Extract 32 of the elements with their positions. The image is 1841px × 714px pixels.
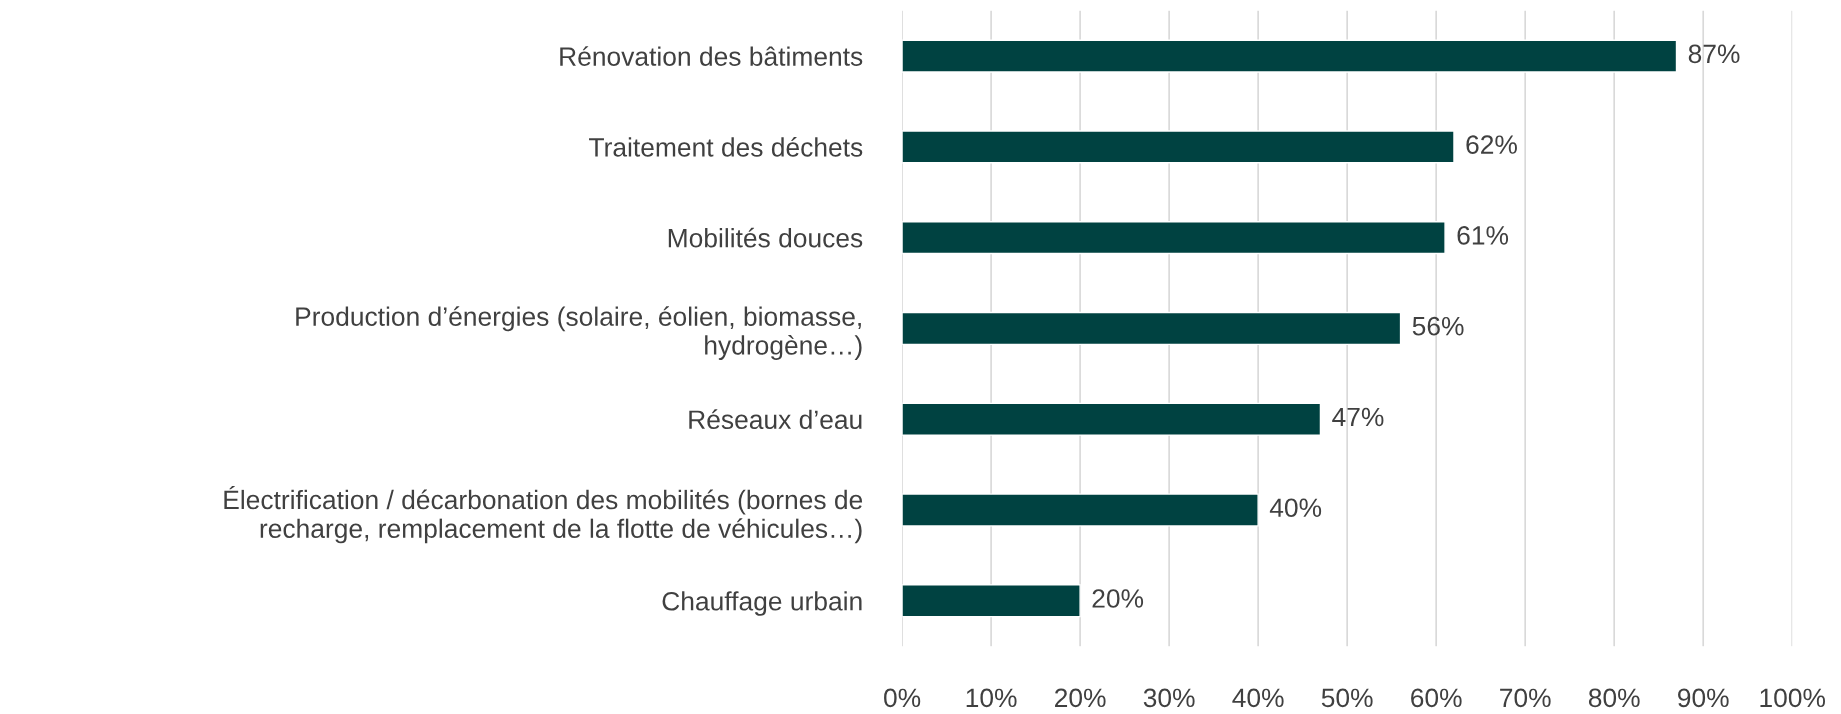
x-tick-label: 90% — [1678, 688, 1729, 708]
x-tick-label: 0% — [884, 688, 921, 708]
y-tick-label: Rénovation des bâtiments — [560, 46, 863, 66]
y-tick-label: Électrification / décarbonation des mobilités (bornes de recharge, remplacement de la flotte de véhicules…) — [224, 486, 863, 544]
x-tick-label: 20% — [1055, 688, 1106, 708]
bar — [902, 311, 1402, 346]
data-label: 62% — [1466, 135, 1517, 154]
y-tick-label: Mobilités douces — [668, 227, 863, 248]
x-tick-label: 80% — [1588, 688, 1640, 708]
bar — [902, 584, 1081, 618]
x-tick-label: 40% — [1232, 688, 1284, 708]
x-tick-label: 100% — [1760, 688, 1826, 708]
x-tick-label: 50% — [1321, 688, 1373, 708]
data-label: 87% — [1688, 44, 1740, 64]
bar — [902, 130, 1455, 164]
bar — [902, 493, 1259, 527]
bar — [902, 221, 1446, 255]
x-tick-label: 10% — [966, 688, 1017, 708]
data-label: 56% — [1412, 316, 1464, 336]
y-tick-label: Chauffage urbain — [662, 591, 862, 616]
bar — [902, 39, 1678, 73]
x-tick-label: 60% — [1411, 688, 1462, 708]
bar — [902, 402, 1322, 436]
data-label: 20% — [1092, 589, 1144, 608]
y-tick-label: Réseaux d’eau — [689, 409, 862, 430]
x-tick-label: 30% — [1143, 688, 1195, 708]
y-tick-label: Production d’énergies (solaire, éolien, biomasse, hydrogène…) — [296, 306, 862, 360]
data-label: 40% — [1269, 498, 1322, 518]
data-label: 61% — [1457, 226, 1509, 245]
x-tick-label: 70% — [1500, 688, 1551, 708]
data-label: 47% — [1332, 407, 1384, 427]
y-tick-label: Traitement des déchets — [589, 137, 863, 157]
